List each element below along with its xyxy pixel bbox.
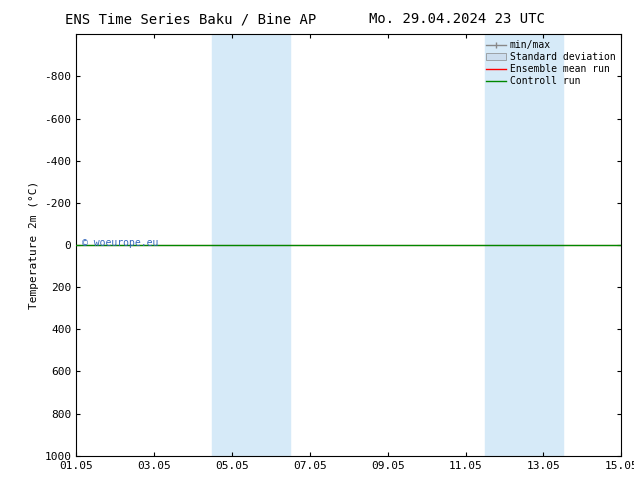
Text: © woeurope.eu: © woeurope.eu [82, 238, 158, 248]
Y-axis label: Temperature 2m (°C): Temperature 2m (°C) [29, 181, 39, 309]
Legend: min/max, Standard deviation, Ensemble mean run, Controll run: min/max, Standard deviation, Ensemble me… [482, 36, 619, 90]
Text: Mo. 29.04.2024 23 UTC: Mo. 29.04.2024 23 UTC [368, 12, 545, 26]
Text: ENS Time Series Baku / Bine AP: ENS Time Series Baku / Bine AP [65, 12, 316, 26]
Bar [485, 34, 563, 456]
Bar [212, 34, 290, 456]
